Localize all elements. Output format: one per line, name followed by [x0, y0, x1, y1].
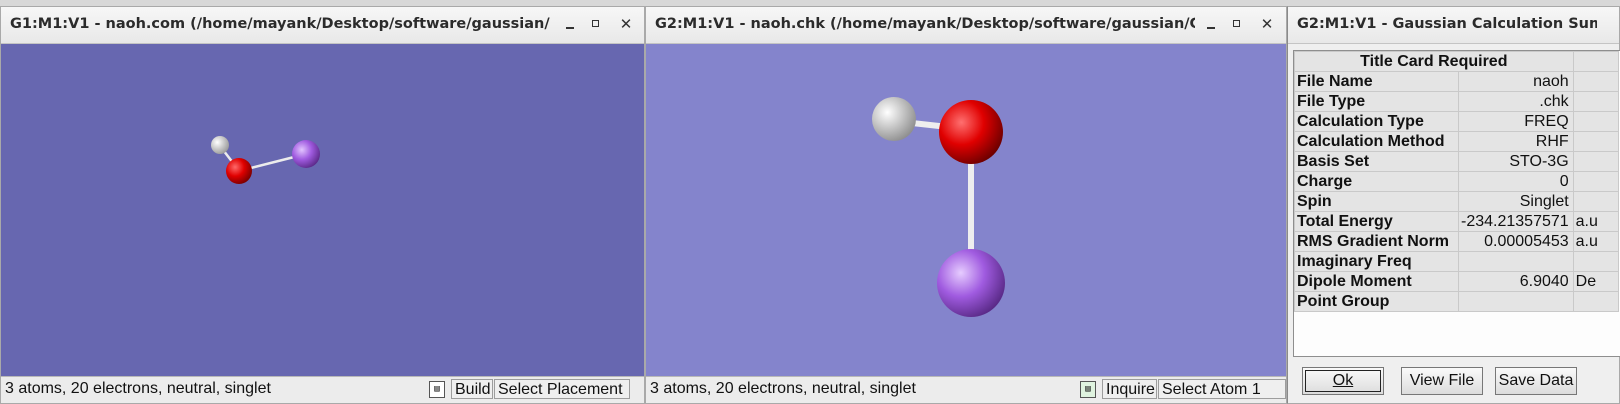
- row-value: 6.9040: [1458, 271, 1574, 292]
- molecule-info: 3 atoms, 20 electrons, neutral, singlet: [5, 380, 271, 397]
- row-label: Basis Set: [1294, 151, 1459, 172]
- molecule-viewport[interactable]: [646, 44, 1286, 377]
- row-unit: De: [1572, 271, 1619, 292]
- row-unit: [1572, 71, 1619, 92]
- empty-cell: [1458, 311, 1574, 332]
- molecule-viewport[interactable]: [1, 44, 644, 377]
- close-icon[interactable]: ✕: [1260, 15, 1274, 33]
- document-icon[interactable]: ▤: [429, 381, 445, 398]
- window-g2-viewer: G2:M1:V1 - naoh.chk (/home/mayank/Deskto…: [645, 6, 1287, 404]
- table-row[interactable]: Dipole Moment 6.9040 De: [1294, 271, 1619, 292]
- table-row[interactable]: Basis Set STO-3G: [1294, 151, 1619, 172]
- row-unit: [1572, 251, 1619, 272]
- row-label: Calculation Type: [1294, 111, 1459, 132]
- view-file-button[interactable]: View File: [1401, 367, 1483, 395]
- status-bar: 3 atoms, 20 electrons, neutral, singlet …: [646, 376, 1286, 403]
- window-g1-builder: G1:M1:V1 - naoh.com (/home/mayank/Deskto…: [0, 6, 645, 404]
- minimize-icon[interactable]: [561, 15, 579, 33]
- ok-button[interactable]: Ok: [1302, 367, 1384, 395]
- row-value: [1458, 291, 1574, 312]
- row-value: -234.21357571: [1458, 211, 1574, 232]
- table-header: Title Card Required: [1294, 51, 1574, 72]
- table-row[interactable]: Total Energy -234.21357571 a.u: [1294, 211, 1619, 232]
- molecule-info: 3 atoms, 20 electrons, neutral, singlet: [650, 380, 916, 397]
- close-icon[interactable]: ✕: [619, 15, 633, 33]
- molecule-canvas[interactable]: [646, 44, 1286, 377]
- row-value: 0: [1458, 171, 1574, 192]
- window-title: G2:M1:V1 - naoh.chk (/home/mayank/Deskto…: [655, 16, 1195, 32]
- row-unit: [1572, 131, 1619, 152]
- row-unit: [1572, 291, 1619, 312]
- hydrogen-atom[interactable]: [211, 136, 229, 154]
- button-row: Ok View File Save Data: [1288, 367, 1619, 397]
- row-label: Point Group: [1294, 291, 1459, 312]
- oxygen-atom[interactable]: [226, 158, 252, 184]
- title-bar[interactable]: G2:M1:V1 - Gaussian Calculation Summ...: [1288, 7, 1619, 44]
- row-label: Calculation Method: [1294, 131, 1459, 152]
- action-indicator: Select Placement: [494, 379, 630, 399]
- row-label: Imaginary Freq: [1294, 251, 1459, 272]
- row-value: naoh: [1458, 71, 1574, 92]
- table-row[interactable]: File Type .chk: [1294, 91, 1619, 112]
- status-bar: 3 atoms, 20 electrons, neutral, singlet …: [1, 376, 644, 403]
- row-label: RMS Gradient Norm: [1294, 231, 1459, 252]
- row-unit: [1572, 111, 1619, 132]
- action-indicator: Select Atom 1: [1158, 379, 1286, 399]
- row-value: [1458, 251, 1574, 272]
- window-title: G1:M1:V1 - naoh.com (/home/mayank/Deskto…: [10, 16, 550, 32]
- row-unit: [1572, 151, 1619, 172]
- maximize-icon[interactable]: [1228, 15, 1246, 33]
- row-unit: a.u: [1572, 211, 1619, 232]
- summary-table: Title Card Required File Name naoh File Ty…: [1294, 51, 1619, 332]
- window-title: G2:M1:V1 - Gaussian Calculation Summ...: [1297, 16, 1597, 32]
- row-unit: [1572, 91, 1619, 112]
- table-row[interactable]: Calculation Type FREQ: [1294, 111, 1619, 132]
- molecule-canvas[interactable]: [1, 44, 644, 377]
- minimize-icon[interactable]: [1202, 15, 1220, 33]
- row-value: FREQ: [1458, 111, 1574, 132]
- summary-table-container[interactable]: Title Card Required File Name naoh File Ty…: [1293, 50, 1620, 357]
- mode-indicator: Inquire: [1102, 379, 1157, 399]
- table-header-row: Title Card Required: [1294, 51, 1619, 72]
- sodium-atom[interactable]: [292, 140, 320, 168]
- table-row[interactable]: Point Group: [1294, 291, 1619, 312]
- row-value: .chk: [1458, 91, 1574, 112]
- title-bar[interactable]: G1:M1:V1 - naoh.com (/home/mayank/Deskto…: [1, 7, 644, 44]
- document-icon[interactable]: ▤: [1080, 381, 1096, 398]
- row-unit: [1572, 191, 1619, 212]
- unit-cell: [1572, 51, 1619, 72]
- row-label: Total Energy: [1294, 211, 1459, 232]
- hydrogen-atom[interactable]: [872, 97, 916, 141]
- row-value: Singlet: [1458, 191, 1574, 212]
- maximize-icon[interactable]: [587, 15, 605, 33]
- empty-cell: [1572, 311, 1619, 332]
- row-unit: [1572, 171, 1619, 192]
- row-label: File Type: [1294, 91, 1459, 112]
- row-label: File Name: [1294, 71, 1459, 92]
- row-label: Dipole Moment: [1294, 271, 1459, 292]
- row-value: RHF: [1458, 131, 1574, 152]
- empty-cell: [1294, 311, 1459, 332]
- window-calculation-summary: G2:M1:V1 - Gaussian Calculation Summ... …: [1287, 6, 1620, 404]
- save-data-button[interactable]: Save Data: [1495, 367, 1577, 395]
- sodium-atom[interactable]: [937, 249, 1005, 317]
- table-row[interactable]: File Name naoh: [1294, 71, 1619, 92]
- oxygen-atom[interactable]: [939, 100, 1003, 164]
- table-row[interactable]: Charge 0: [1294, 171, 1619, 192]
- title-bar[interactable]: G2:M1:V1 - naoh.chk (/home/mayank/Deskto…: [646, 7, 1286, 44]
- row-label: Spin: [1294, 191, 1459, 212]
- table-row[interactable]: RMS Gradient Norm 0.00005453 a.u: [1294, 231, 1619, 252]
- mode-indicator: Build: [451, 379, 493, 399]
- empty-row: [1294, 311, 1619, 332]
- table-row[interactable]: Spin Singlet: [1294, 191, 1619, 212]
- row-value: STO-3G: [1458, 151, 1574, 172]
- row-unit: a.u: [1572, 231, 1619, 252]
- table-row[interactable]: Calculation Method RHF: [1294, 131, 1619, 152]
- row-label: Charge: [1294, 171, 1459, 192]
- table-row[interactable]: Imaginary Freq: [1294, 251, 1619, 272]
- row-value: 0.00005453: [1458, 231, 1574, 252]
